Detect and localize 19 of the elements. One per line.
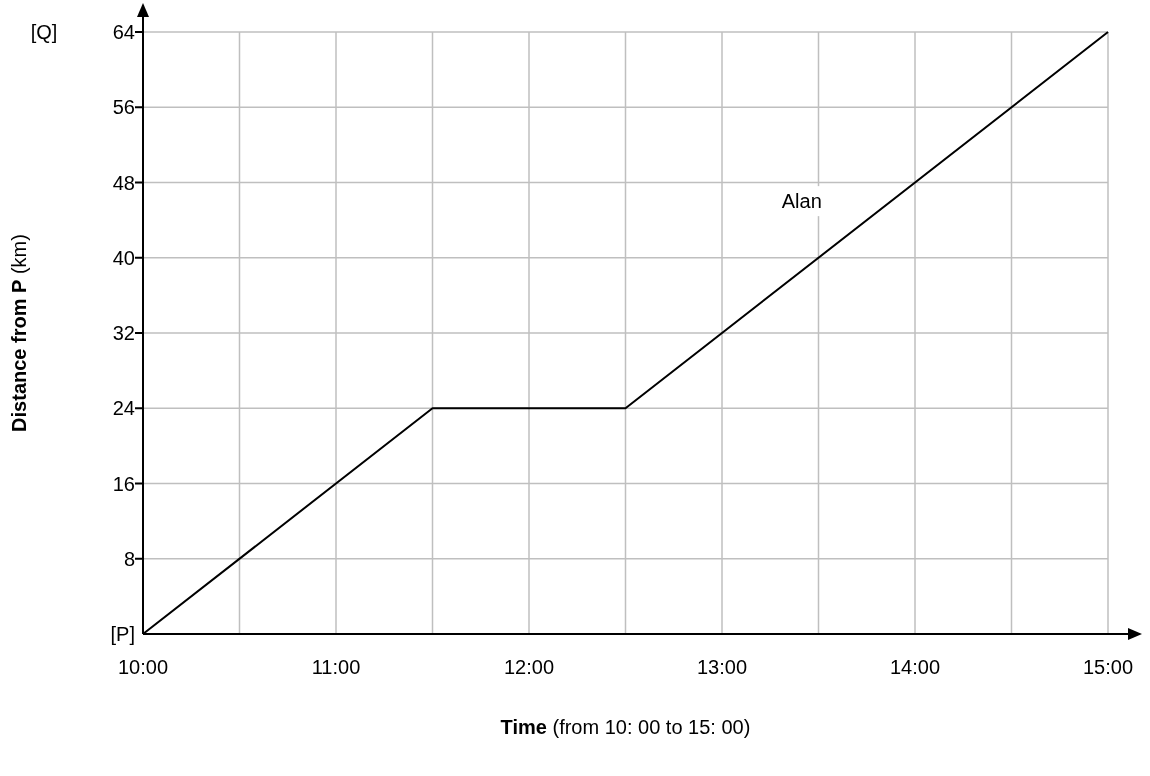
x-tick-label: 11:00 (311, 656, 361, 678)
y-tick-label: 8 (123, 547, 135, 570)
x-tick-label: 12:00 (503, 656, 555, 678)
y-tick-label: [P] (110, 623, 135, 645)
text: [Q] (30, 21, 58, 43)
x-tick-label: 14:00 (889, 656, 941, 678)
y-tick-label: 24 (112, 397, 135, 420)
x-tick-label: 13:00 (696, 656, 748, 678)
y-tick-label: 56 (112, 96, 135, 119)
x-tick-label: 15:00 (1082, 656, 1134, 678)
x-tick-label: 10:00 (117, 656, 169, 678)
y-tick-label: 32 (112, 322, 135, 344)
x-axis-title: Time (from 10: 00 to 15: 00) (500, 716, 751, 738)
series-label: Alan (781, 190, 822, 213)
y-tick-label: 64 (112, 21, 135, 43)
y-tick-label: 48 (112, 171, 135, 194)
y-axis-title: Distance from P (km) (8, 234, 30, 432)
y-tick-label: 16 (112, 472, 135, 495)
y-tick-label: 40 (112, 246, 135, 269)
